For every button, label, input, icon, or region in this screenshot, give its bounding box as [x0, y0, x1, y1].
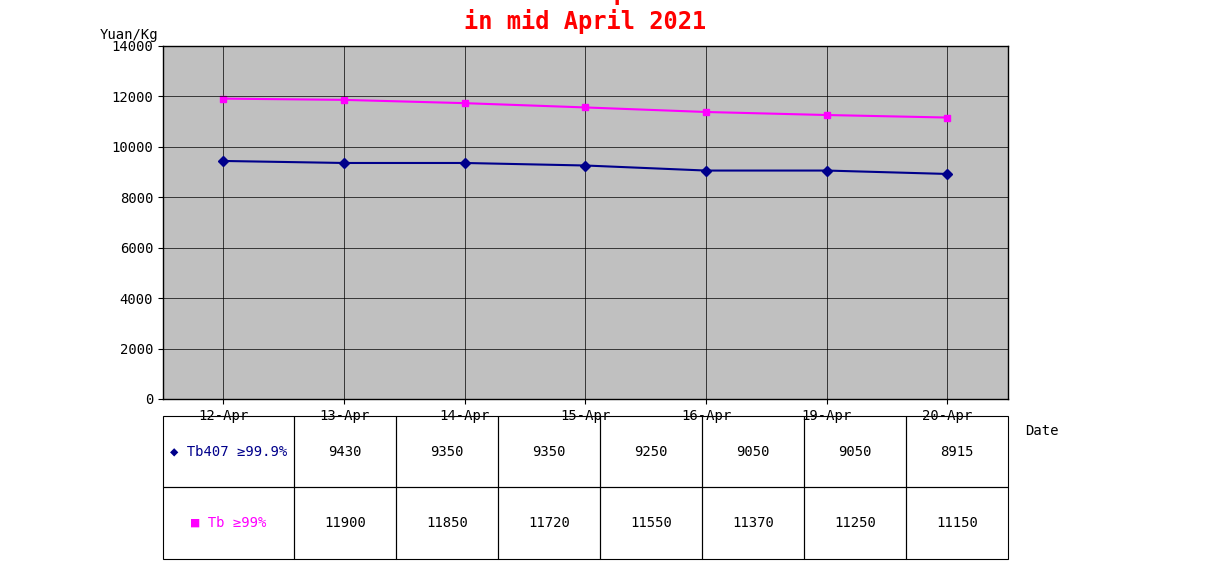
Bar: [163, 487, 293, 559]
Text: ◆ Tb407 ≥99.9%: ◆ Tb407 ≥99.9%: [170, 445, 287, 459]
Text: 11850: 11850: [426, 516, 468, 530]
Bar: [600, 487, 701, 559]
Bar: [905, 416, 1008, 487]
Bar: [701, 416, 804, 487]
Bar: [804, 416, 905, 487]
Bar: [163, 416, 293, 487]
Bar: [293, 416, 396, 487]
Bar: [497, 416, 600, 487]
Text: 11250: 11250: [834, 516, 876, 530]
Bar: [600, 416, 701, 487]
Bar: [804, 487, 905, 559]
Bar: [293, 487, 396, 559]
Text: 9050: 9050: [838, 445, 871, 459]
Text: Date: Date: [1025, 424, 1059, 438]
Text: 9050: 9050: [736, 445, 770, 459]
Text: 9350: 9350: [430, 445, 463, 459]
Text: 11720: 11720: [527, 516, 570, 530]
Bar: [905, 487, 1008, 559]
Text: 11900: 11900: [323, 516, 366, 530]
Text: ■ Tb ≥99%: ■ Tb ≥99%: [191, 516, 266, 530]
Text: 11550: 11550: [630, 516, 672, 530]
Text: 9350: 9350: [532, 445, 566, 459]
Bar: [701, 487, 804, 559]
Text: 9250: 9250: [634, 445, 667, 459]
Text: 11370: 11370: [731, 516, 774, 530]
Bar: [497, 487, 600, 559]
Text: Yuan/Kg: Yuan/Kg: [100, 28, 158, 42]
Text: 9430: 9430: [328, 445, 362, 459]
Text: 8915: 8915: [940, 445, 974, 459]
Bar: [396, 487, 497, 559]
Title: Terbium series price trend
in mid April 2021: Terbium series price trend in mid April …: [401, 0, 770, 34]
Bar: [396, 416, 497, 487]
Text: 11150: 11150: [935, 516, 978, 530]
